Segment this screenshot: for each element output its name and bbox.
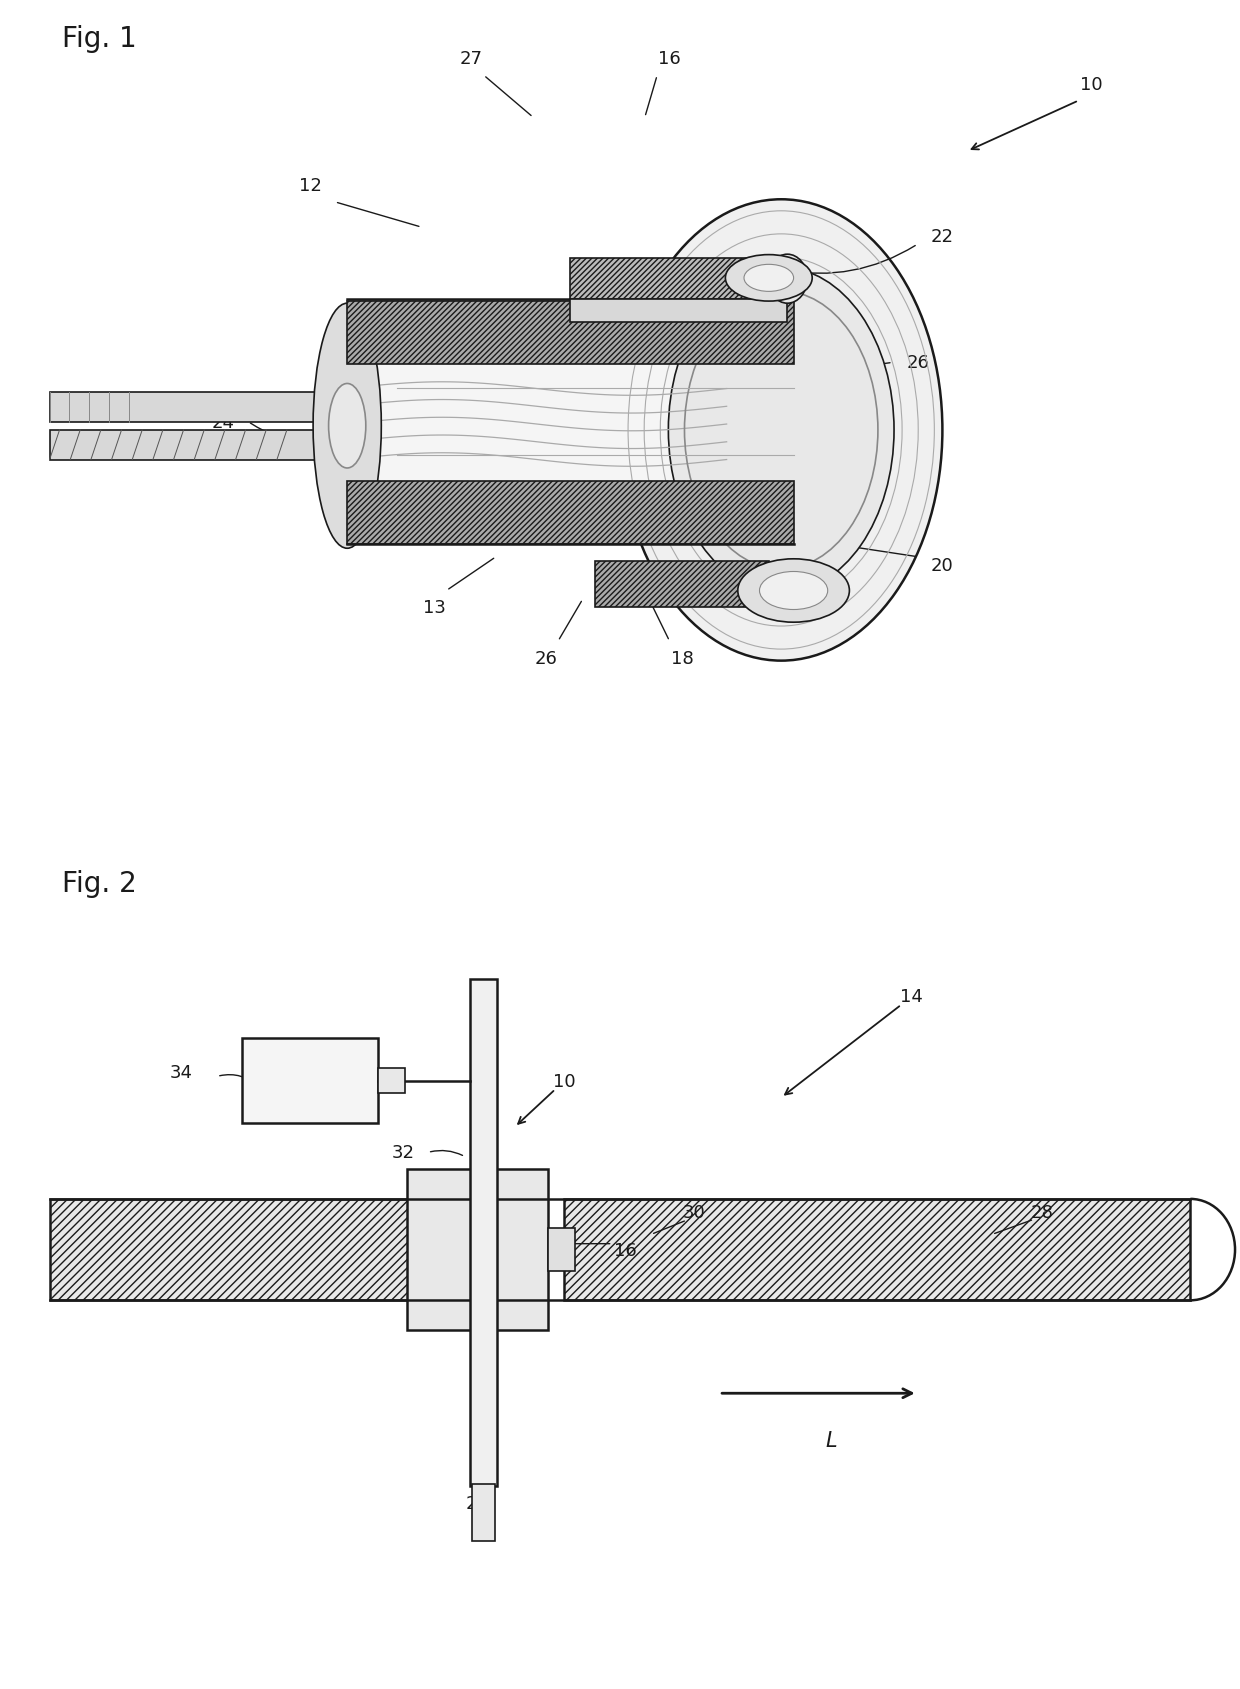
Bar	[50, 392, 347, 422]
Bar	[347, 481, 794, 544]
Text: 10: 10	[553, 1073, 575, 1089]
Ellipse shape	[620, 201, 942, 660]
Bar	[50, 1199, 440, 1301]
Text: 12: 12	[299, 177, 321, 194]
Text: 26: 26	[906, 355, 929, 372]
Text: 18: 18	[671, 650, 693, 667]
Bar	[472, 1483, 495, 1540]
Ellipse shape	[768, 255, 807, 304]
Text: 34: 34	[169, 1064, 192, 1081]
Bar	[548, 1230, 575, 1270]
Bar	[347, 301, 794, 365]
Bar	[407, 1169, 548, 1331]
Ellipse shape	[312, 304, 382, 549]
Ellipse shape	[759, 573, 828, 610]
Text: 32: 32	[392, 1143, 414, 1162]
Bar	[570, 299, 787, 323]
Text: 28: 28	[1030, 1203, 1053, 1221]
Bar	[595, 561, 769, 608]
Bar	[347, 365, 794, 481]
Text: 20: 20	[931, 557, 954, 574]
Ellipse shape	[744, 265, 794, 292]
Text: 27: 27	[466, 1495, 489, 1512]
Text: 30: 30	[683, 1203, 706, 1221]
Text: 16: 16	[614, 1241, 636, 1258]
Text: 27: 27	[460, 51, 482, 68]
Bar	[50, 431, 347, 459]
Text: 13: 13	[423, 600, 445, 616]
Text: L: L	[825, 1431, 837, 1449]
Text: 14: 14	[900, 988, 923, 1005]
Ellipse shape	[738, 559, 849, 623]
Text: 26: 26	[534, 650, 557, 667]
Bar	[470, 980, 497, 1486]
Text: 24: 24	[212, 414, 234, 431]
Ellipse shape	[725, 255, 812, 302]
Bar	[242, 1039, 378, 1123]
Text: 10: 10	[1080, 76, 1102, 93]
Text: 22: 22	[931, 228, 954, 245]
Bar	[347, 299, 794, 544]
Bar	[378, 1067, 405, 1094]
Text: Fig. 2: Fig. 2	[62, 870, 136, 899]
Bar	[570, 258, 787, 299]
Text: Fig. 1: Fig. 1	[62, 25, 136, 54]
Text: 16: 16	[658, 51, 681, 68]
Bar	[564, 1199, 1190, 1301]
Ellipse shape	[329, 383, 366, 470]
Ellipse shape	[668, 269, 894, 593]
